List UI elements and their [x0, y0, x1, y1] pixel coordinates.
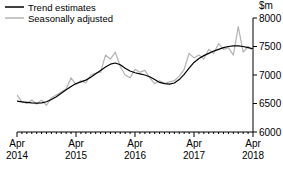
x-minor-tick [213, 132, 214, 134]
x-minor-tick [149, 132, 150, 134]
legend-swatch [5, 17, 24, 19]
x-minor-tick [174, 132, 175, 134]
x-tick [17, 132, 18, 137]
x-tick-label: Apr2015 [65, 138, 88, 161]
x-minor-tick [51, 132, 52, 134]
x-tick-label-line: Apr [9, 138, 25, 149]
x-minor-tick [21, 132, 22, 134]
x-minor-tick [184, 132, 185, 134]
x-minor-tick [208, 132, 209, 134]
x-minor-tick [154, 132, 155, 134]
y-tick [253, 46, 257, 47]
x-minor-tick [120, 132, 121, 134]
x-tick-label-line: Apr [127, 138, 143, 149]
x-minor-tick [36, 132, 37, 134]
x-tick-label-line: Apr [186, 138, 202, 149]
x-minor-tick [164, 132, 165, 134]
x-minor-tick [139, 132, 140, 134]
x-minor-tick [115, 132, 116, 134]
y-tick-label: 6500 [259, 98, 282, 109]
x-tick-label: Apr2018 [242, 138, 265, 161]
x-minor-tick [159, 132, 160, 134]
y-tick-label: 7000 [259, 70, 282, 81]
x-minor-tick [223, 132, 224, 134]
x-tick-label-line: 2018 [242, 150, 265, 161]
x-tick-label-line: 2014 [6, 150, 29, 161]
x-tick [76, 132, 77, 137]
x-minor-tick [95, 132, 96, 134]
x-minor-tick [80, 132, 81, 134]
x-tick [135, 132, 136, 137]
x-minor-tick [130, 132, 131, 134]
x-minor-tick [189, 132, 190, 134]
x-minor-tick [85, 132, 86, 134]
plot-area [17, 27, 253, 106]
x-minor-tick [233, 132, 234, 134]
x-minor-tick [144, 132, 145, 134]
legend: Trend estimatesSeasonally adjusted [5, 2, 113, 24]
x-minor-tick [56, 132, 57, 134]
x-minor-tick [198, 132, 199, 134]
x-tick-label-line: 2016 [124, 150, 147, 161]
x-minor-tick [203, 132, 204, 134]
legend-label: Trend estimates [28, 2, 96, 13]
x-minor-tick [71, 132, 72, 134]
x-minor-tick [110, 132, 111, 134]
y-tick-label: 8000 [259, 13, 282, 24]
y-tick [253, 103, 257, 104]
x-minor-tick [46, 132, 47, 134]
x-minor-tick [238, 132, 239, 134]
x-tick-label: Apr2014 [6, 138, 29, 161]
x-minor-tick [105, 132, 106, 134]
x-minor-tick [61, 132, 62, 134]
x-minor-tick [100, 132, 101, 134]
y-axis-label: $m [259, 0, 273, 11]
x-tick-label-line: Apr [245, 138, 261, 149]
x-tick-label: Apr2016 [124, 138, 147, 161]
y-tick [253, 75, 257, 76]
x-minor-tick [26, 132, 27, 134]
chart: 60006500700075008000$mApr2014Apr2015Apr2… [0, 0, 283, 170]
x-minor-tick [179, 132, 180, 134]
series-line [17, 46, 253, 103]
x-minor-tick [218, 132, 219, 134]
x-minor-tick [90, 132, 91, 134]
x-tick-label-line: Apr [68, 138, 84, 149]
legend-label: Seasonally adjusted [28, 13, 113, 24]
series-line [17, 27, 253, 106]
x-minor-tick [66, 132, 67, 134]
x-minor-tick [41, 132, 42, 134]
y-tick [253, 18, 257, 19]
y-tick [253, 132, 257, 133]
legend-swatch [5, 6, 24, 8]
x-tick [253, 132, 254, 137]
x-minor-tick [125, 132, 126, 134]
x-minor-tick [169, 132, 170, 134]
x-minor-tick [228, 132, 229, 134]
y-tick-label: 6000 [259, 127, 282, 138]
x-tick-label: Apr2017 [183, 138, 206, 161]
y-tick-label: 7500 [259, 41, 282, 52]
x-minor-tick [31, 132, 32, 134]
x-minor-tick [248, 132, 249, 134]
x-tick-label-line: 2017 [183, 150, 206, 161]
x-tick [194, 132, 195, 137]
x-minor-tick [243, 132, 244, 134]
x-tick-label-line: 2015 [65, 150, 88, 161]
